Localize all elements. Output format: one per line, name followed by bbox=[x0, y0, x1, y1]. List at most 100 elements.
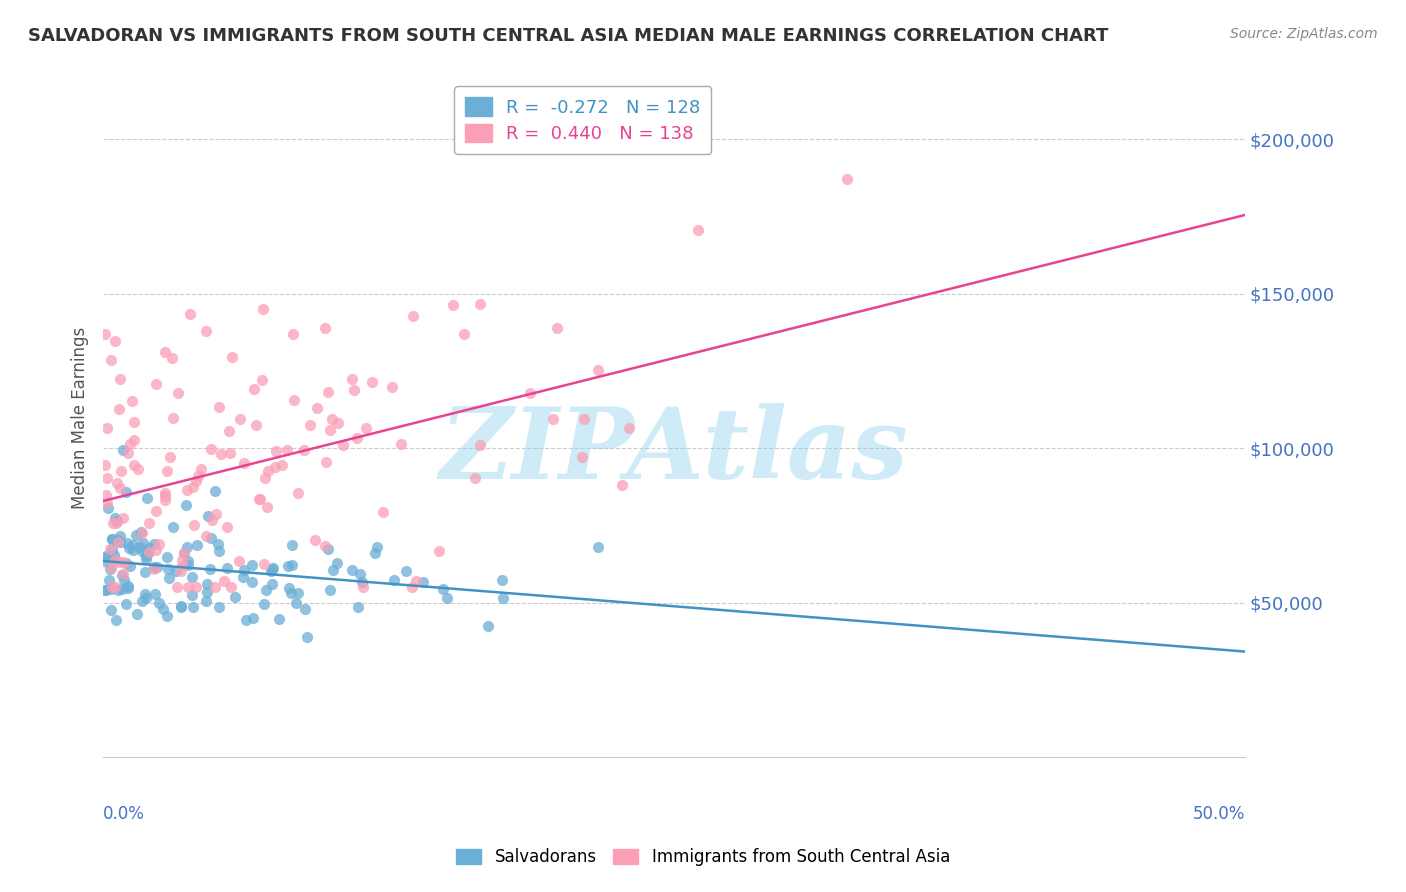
Point bbox=[105, 613, 128, 627]
Point bbox=[195, 585, 218, 599]
Point bbox=[138, 541, 160, 556]
Point bbox=[207, 599, 229, 614]
Point bbox=[107, 582, 129, 597]
Point bbox=[217, 520, 239, 534]
Point bbox=[228, 554, 250, 568]
Point bbox=[342, 372, 364, 386]
Point bbox=[166, 581, 188, 595]
Point bbox=[200, 531, 222, 545]
Point bbox=[401, 580, 423, 594]
Point bbox=[194, 594, 217, 608]
Point bbox=[276, 443, 298, 458]
Point bbox=[181, 588, 204, 602]
Point bbox=[315, 455, 337, 469]
Point bbox=[405, 574, 427, 589]
Text: ZIPAtlas: ZIPAtlas bbox=[440, 403, 908, 500]
Point bbox=[107, 533, 129, 548]
Point bbox=[468, 438, 491, 452]
Point bbox=[195, 577, 218, 591]
Point bbox=[115, 598, 138, 612]
Point bbox=[543, 412, 565, 426]
Point bbox=[468, 297, 491, 311]
Point bbox=[101, 516, 124, 531]
Point bbox=[176, 540, 198, 554]
Point bbox=[114, 573, 136, 587]
Point bbox=[190, 462, 212, 476]
Point bbox=[170, 599, 193, 614]
Point bbox=[617, 421, 640, 435]
Point bbox=[131, 526, 153, 541]
Text: 0.0%: 0.0% bbox=[103, 805, 145, 823]
Point bbox=[519, 385, 541, 400]
Point bbox=[292, 442, 315, 457]
Point bbox=[142, 537, 165, 551]
Point bbox=[232, 570, 254, 584]
Point bbox=[114, 556, 136, 570]
Point bbox=[219, 581, 242, 595]
Point bbox=[131, 536, 153, 550]
Point bbox=[263, 561, 285, 575]
Point bbox=[122, 458, 145, 472]
Point bbox=[277, 559, 299, 574]
Point bbox=[131, 544, 153, 558]
Point bbox=[155, 493, 177, 508]
Point bbox=[160, 351, 183, 365]
Point bbox=[162, 520, 184, 534]
Point bbox=[260, 577, 283, 591]
Point bbox=[143, 587, 166, 601]
Text: 50.0%: 50.0% bbox=[1192, 805, 1244, 823]
Point bbox=[688, 223, 710, 237]
Point bbox=[218, 424, 240, 438]
Point bbox=[108, 372, 131, 386]
Point bbox=[837, 171, 859, 186]
Point bbox=[346, 600, 368, 615]
Point bbox=[316, 385, 339, 400]
Text: SALVADORAN VS IMMIGRANTS FROM SOUTH CENTRAL ASIA MEDIAN MALE EARNINGS CORRELATIO: SALVADORAN VS IMMIGRANTS FROM SOUTH CENT… bbox=[28, 27, 1108, 45]
Point bbox=[183, 517, 205, 532]
Point bbox=[349, 566, 371, 581]
Point bbox=[389, 437, 412, 451]
Point bbox=[235, 613, 257, 627]
Point bbox=[162, 410, 184, 425]
Point bbox=[350, 574, 373, 589]
Point bbox=[207, 537, 229, 551]
Point bbox=[240, 558, 263, 573]
Point bbox=[283, 327, 305, 342]
Point bbox=[319, 582, 342, 597]
Point bbox=[98, 542, 121, 557]
Point bbox=[121, 538, 143, 552]
Point bbox=[107, 555, 129, 569]
Point bbox=[214, 574, 236, 589]
Point bbox=[156, 562, 179, 576]
Point bbox=[98, 561, 121, 575]
Point bbox=[186, 581, 208, 595]
Point bbox=[100, 560, 122, 574]
Point bbox=[97, 501, 120, 516]
Point bbox=[117, 446, 139, 460]
Point bbox=[117, 581, 139, 595]
Point bbox=[135, 552, 157, 566]
Point bbox=[125, 527, 148, 541]
Point bbox=[179, 307, 201, 321]
Point bbox=[100, 603, 122, 617]
Point bbox=[364, 546, 387, 560]
Point bbox=[148, 596, 170, 610]
Point bbox=[260, 564, 283, 578]
Point bbox=[176, 558, 198, 572]
Point bbox=[221, 350, 243, 364]
Point bbox=[183, 600, 205, 615]
Point bbox=[153, 344, 176, 359]
Point bbox=[170, 553, 193, 567]
Point bbox=[314, 321, 336, 335]
Point bbox=[287, 586, 309, 600]
Point bbox=[100, 582, 122, 597]
Point bbox=[253, 557, 276, 571]
Point bbox=[120, 559, 142, 574]
Point bbox=[101, 541, 124, 556]
Point bbox=[173, 545, 195, 559]
Point bbox=[173, 546, 195, 560]
Point bbox=[105, 516, 128, 531]
Point bbox=[346, 431, 368, 445]
Point bbox=[572, 411, 595, 425]
Point bbox=[281, 558, 304, 572]
